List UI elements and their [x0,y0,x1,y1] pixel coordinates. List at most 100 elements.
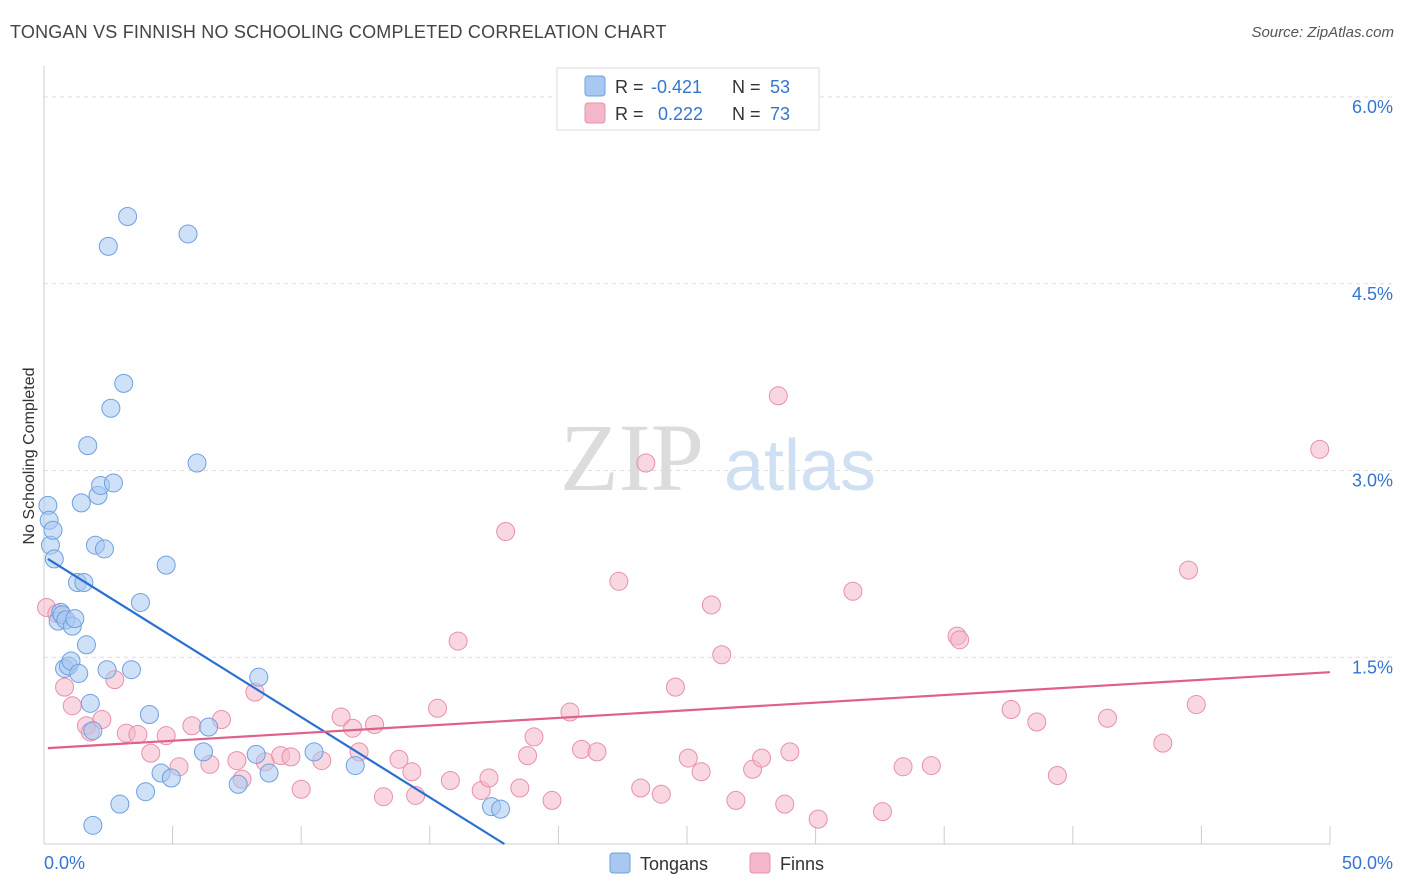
x-tick-label: 0.0% [44,853,85,873]
finns-point [843,581,863,601]
tongans-trendline [47,557,505,845]
finns-point [1047,766,1067,786]
tongans-point [249,667,269,687]
chart-title: TONGAN VS FINNISH NO SCHOOLING COMPLETED… [10,22,667,42]
finns-point [665,677,685,697]
finns-point [331,707,351,727]
finns-point [631,778,651,798]
legend-finns-swatch [749,852,771,874]
tongans-point [187,453,207,473]
finns-r-label: R = [615,104,644,124]
stats-legend: R = -0.421 N = 53 R = 0.222 N = 73 [556,67,820,131]
finns-point [587,742,607,762]
finns-point [1098,708,1118,728]
finns-point [678,748,698,768]
finns-point [542,790,562,810]
finns-point [768,386,788,406]
finns-point [518,746,538,766]
finns-point [1186,695,1206,715]
finns-point [1001,700,1021,720]
tongans-point [199,717,219,737]
finns-point [141,743,161,763]
tongans-n-value: 53 [770,77,790,97]
tongans-point [78,436,98,456]
tongans-point [97,660,117,680]
finns-point [128,724,148,744]
tongans-point [121,660,141,680]
tongans-point [118,207,138,227]
finns-point [1179,560,1199,580]
tongans-point [65,609,85,629]
finns-point [701,595,721,615]
tongans-point [193,742,213,762]
x-ticks [172,826,1331,844]
tongans-point [83,721,103,741]
tongans-n-label: N = [732,77,761,97]
tongans-point [178,224,198,244]
y-tick-label: 3.0% [1352,471,1393,491]
finns-point [712,645,732,665]
tongans-point [259,763,279,783]
finns-point [1027,712,1047,732]
y-tick-label: 4.5% [1352,284,1393,304]
finns-point [389,749,409,769]
tongans-point [44,549,64,569]
finns-point [374,787,394,807]
finns-point [921,756,941,776]
finns-point [62,696,82,716]
finns-r-value: 0.222 [658,104,703,124]
finns-point [479,768,499,788]
tongans-point [98,236,118,256]
tongans-point [101,398,121,418]
x-tick-label: 50.0% [1342,853,1393,873]
finns-point [808,809,828,829]
source-label: Source: ZipAtlas.com [1251,24,1394,41]
finns-point [428,698,448,718]
tongans-point [246,744,266,764]
tongans-point [114,373,134,393]
legend-finns-label: Finns [780,854,824,874]
finns-point [365,714,385,734]
finns-point [872,802,892,822]
tongans-point [80,693,100,713]
finns-point [780,742,800,762]
finns-point [691,762,711,782]
x-tick-labels: 0.0% 50.0% [44,853,1393,873]
finns-point [402,762,422,782]
tongans-point [69,663,89,683]
y-axis-label: No Schooling Completed [21,368,38,545]
finns-legend-swatch [584,102,606,124]
trendlines [47,557,1331,845]
finns-point [448,631,468,651]
finns-point [726,790,746,810]
finns-point [950,630,970,650]
tongans-point [103,473,123,493]
finns-point [281,747,301,767]
tongans-point [110,794,130,814]
tongans-point [130,592,150,612]
finns-point [1153,733,1173,753]
finns-point [227,751,247,771]
tongans-point [83,815,103,835]
finns-point [182,716,202,736]
legend-tongans-swatch [609,852,631,874]
finns-point [440,771,460,791]
tongans-point [156,555,176,575]
tongans-point [161,768,181,788]
tongans-point [491,799,511,819]
tongans-point [71,493,91,513]
tongans-point [304,742,324,762]
tongans-point [76,635,96,655]
tongans-legend-swatch [584,75,606,97]
legend-tongans-label: Tongans [640,854,708,874]
tongans-point [43,520,63,540]
finns-n-label: N = [732,104,761,124]
finns-point [775,794,795,814]
finns-point [609,571,629,591]
finns-point [55,677,75,697]
finns-point [893,757,913,777]
tongans-point [139,705,159,725]
finns-trendline [47,671,1331,750]
watermark-atlas: atlas [724,426,876,506]
